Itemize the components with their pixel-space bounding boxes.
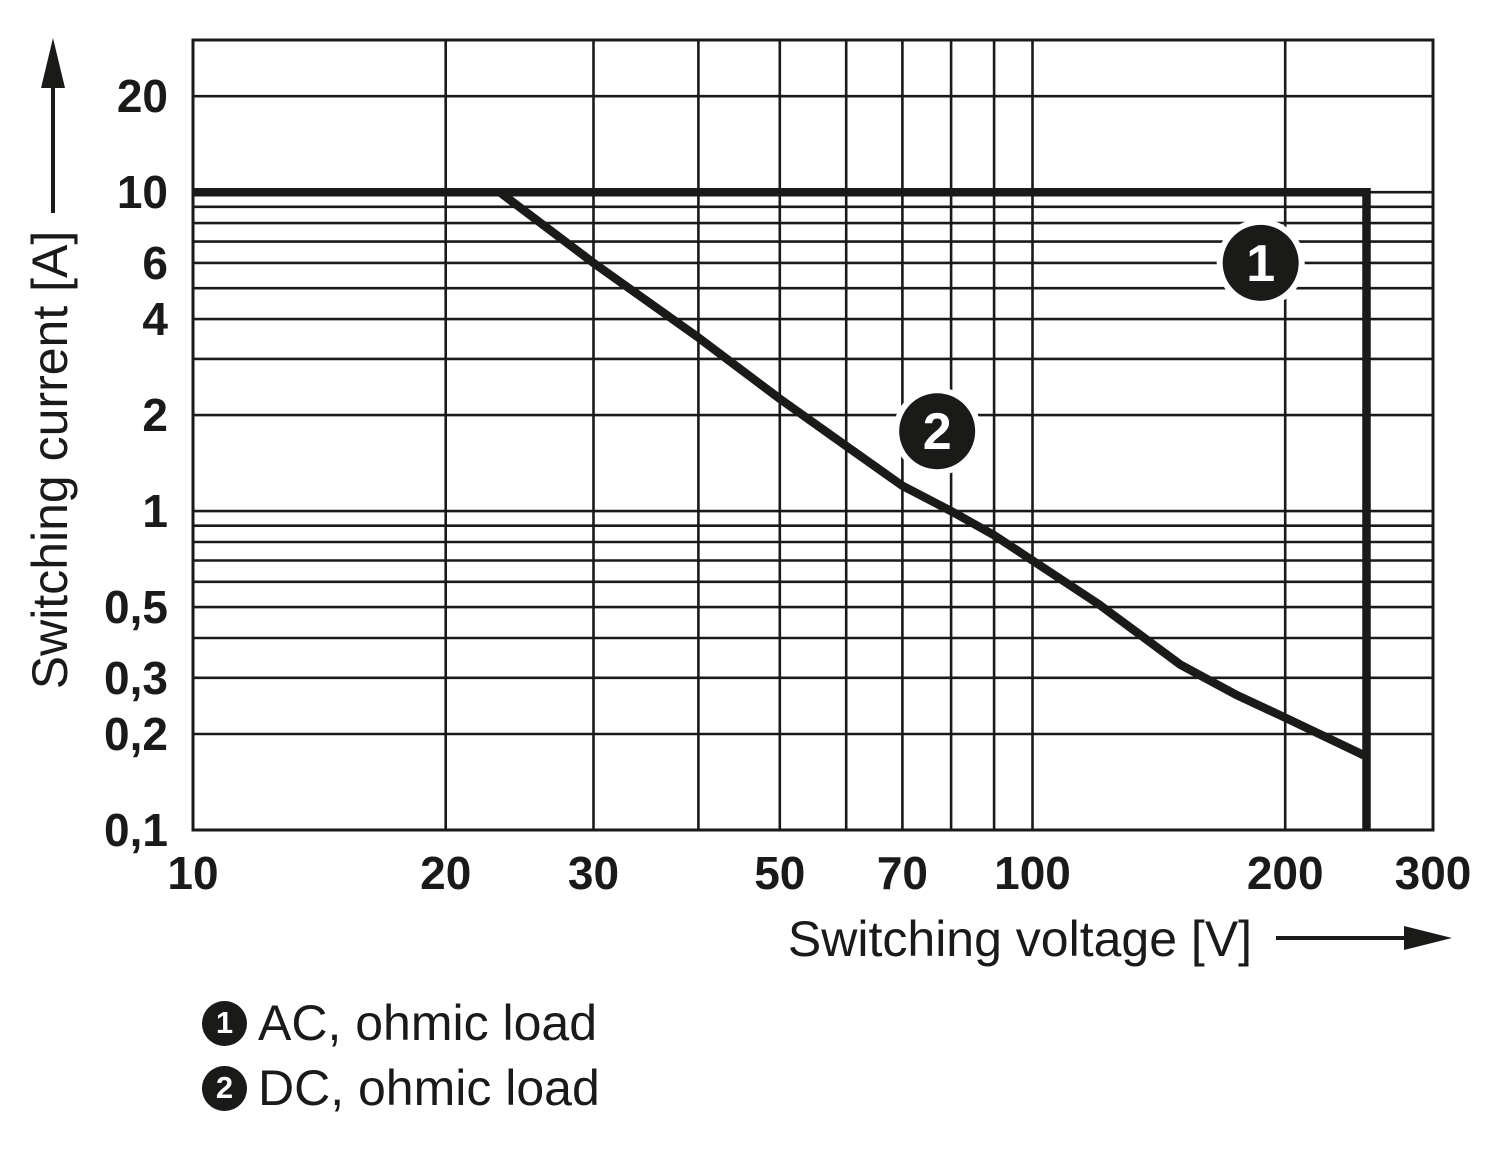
y-tick-label: 0,1 (104, 804, 168, 856)
curve-marker-number: 1 (1246, 235, 1275, 293)
y-tick-label: 2 (142, 389, 168, 441)
y-tick-label: 0,5 (104, 581, 168, 633)
curve-markers: 12 (893, 218, 1305, 476)
y-tick-label: 1 (142, 485, 168, 537)
legend-marker-2-icon: 2 (202, 1065, 247, 1111)
x-tick-label: 20 (420, 847, 471, 899)
series-curves (193, 187, 1371, 830)
y-tick-label: 4 (142, 293, 168, 345)
series-2-curve (497, 188, 1369, 761)
x-tick-label: 300 (1395, 847, 1472, 899)
series-1-curve (193, 187, 1371, 830)
y-tick-label: 0,3 (104, 652, 168, 704)
y-tick-label: 20 (117, 70, 168, 122)
legend-item-dc: 2 DC, ohmic load (202, 1063, 600, 1113)
curve-marker-2: 2 (893, 387, 982, 476)
x-tick-label: 30 (568, 847, 619, 899)
curve-marker-1: 1 (1216, 218, 1305, 307)
x-tick-label: 10 (167, 847, 218, 899)
y-axis-title: Switching current [A] (22, 231, 78, 690)
y-axis-arrow-icon (41, 38, 65, 213)
plot-border (191, 38, 1435, 832)
x-axis-title: Switching voltage [V] (788, 911, 1252, 967)
legend-marker-1-icon: 1 (202, 1000, 247, 1046)
y-tick-label: 0,2 (104, 708, 168, 760)
y-tick-label: 10 (117, 166, 168, 218)
legend-item-ac: 1 AC, ohmic load (202, 998, 600, 1048)
y-tick-label: 6 (142, 237, 168, 289)
curve-marker-number: 2 (923, 403, 952, 461)
legend-label-dc: DC, ohmic load (258, 1060, 600, 1116)
legend-label-ac: AC, ohmic load (258, 995, 598, 1051)
legend: 1 AC, ohmic load 2 DC, ohmic load (202, 998, 600, 1113)
x-tick-label: 200 (1247, 847, 1324, 899)
gridlines (193, 40, 1433, 830)
x-axis-arrow-icon (1276, 926, 1452, 950)
x-tick-label: 100 (994, 847, 1071, 899)
x-tick-label: 70 (877, 847, 928, 899)
x-tick-label: 50 (754, 847, 805, 899)
